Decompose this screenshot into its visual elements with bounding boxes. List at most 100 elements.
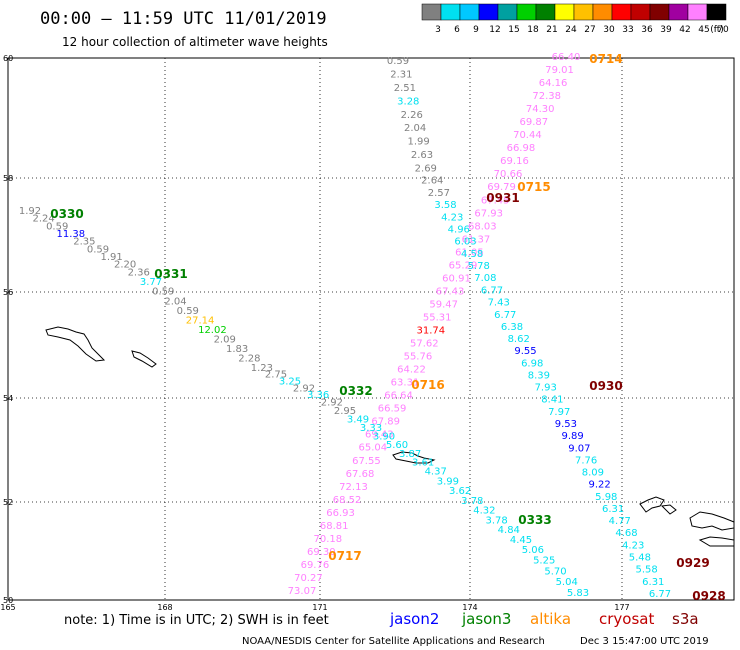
wave-height-value: 3.49 — [347, 415, 369, 426]
wave-height-value: 4.96 — [448, 225, 470, 236]
wave-height-value: 2.09 — [214, 335, 236, 346]
wave-height-value: 2.63 — [411, 150, 433, 161]
wave-height-value: 72.38 — [532, 91, 561, 102]
wave-height-value: 3.58 — [434, 200, 456, 211]
wave-height-value: 4.68 — [615, 528, 637, 539]
wave-height-value: 1.91 — [100, 252, 122, 263]
wave-height-value: 27.14 — [186, 315, 215, 326]
wave-height-value: 31.74 — [416, 326, 445, 337]
footer-timestamp: Dec 3 15:47:00 UTC 2019 — [580, 636, 709, 647]
wave-height-value: 5.78 — [468, 261, 490, 272]
wave-height-value: 61.05 — [455, 247, 484, 258]
wave-height-value: 4.23 — [441, 212, 463, 223]
legend-bin-label: 6 — [454, 25, 460, 35]
wave-height-value: 5.25 — [533, 556, 555, 567]
pass-time-label: 0333 — [518, 513, 551, 527]
wave-height-value: 12.02 — [198, 325, 227, 336]
legend-bin-label: 39 — [660, 25, 672, 35]
latitude-label: 56 — [3, 288, 13, 297]
wave-height-value: 74.30 — [526, 104, 555, 115]
satellite-name: jason3 — [461, 610, 511, 628]
wave-height-value: 9.53 — [555, 419, 577, 430]
wave-height-value: 5.60 — [386, 440, 408, 451]
wave-height-value: 3.77 — [140, 277, 162, 288]
wave-height-value: 3.28 — [397, 96, 419, 107]
legend-swatch — [630, 3, 651, 21]
wave-height-value: 2.92 — [293, 383, 315, 394]
legend-swatch — [497, 3, 518, 21]
wave-height-value: 65.04 — [358, 443, 387, 454]
wave-height-value: 2.92 — [321, 397, 343, 408]
map-frame — [7, 57, 735, 601]
island-north — [45, 326, 106, 362]
wave-height-value: 63.31 — [391, 378, 420, 389]
land-masses — [45, 326, 735, 547]
wave-height-value: 67.43 — [436, 286, 465, 297]
coast-east-3 — [689, 511, 735, 531]
wave-height-value: 65.29 — [449, 260, 478, 271]
longitude-label: 171 — [312, 603, 327, 612]
footer-note: note: 1) Time is in UTC; 2) SWH is in fe… — [64, 613, 329, 628]
wave-height-value: 3.99 — [437, 476, 459, 487]
wave-height-value: 72.13 — [339, 482, 368, 493]
legend-swatch — [478, 3, 499, 21]
wave-height-value: 59.47 — [429, 300, 458, 311]
legend-swatch — [592, 3, 613, 21]
wave-height-value: 69.79 — [487, 182, 516, 193]
legend-bin-label: 30 — [603, 25, 615, 35]
pass-time-label: 0715 — [517, 180, 550, 194]
wave-height-value: 0.59 — [87, 244, 109, 255]
wave-height-value: 5.04 — [556, 577, 578, 588]
legend-swatch — [687, 3, 708, 21]
legend-bin-label: 70 — [717, 25, 729, 35]
wave-height-value: 67.45 — [481, 195, 510, 206]
wave-height-value: 4.23 — [622, 540, 644, 551]
wave-height-value: 5.98 — [595, 492, 617, 503]
pass-time-label: 0714 — [589, 52, 622, 66]
wave-height-value: 5.06 — [522, 545, 544, 556]
wave-height-legend: 3 6 9 12 15 18 21 24 27 30 33 36 39 42 45 70(ft) — [421, 3, 729, 35]
wave-height-value: 0.59 — [152, 287, 174, 298]
wave-height-value: 70.27 — [294, 573, 323, 584]
wave-height-value: 67.68 — [346, 469, 375, 480]
satellite-name: cryosat — [599, 610, 654, 628]
legend-swatch — [516, 3, 537, 21]
longitude-label: 177 — [614, 603, 629, 612]
legend-bin-label: 21 — [546, 25, 557, 35]
wave-height-value: 7.08 — [474, 273, 496, 284]
pass-time-label: 0716 — [411, 378, 444, 392]
legend-swatch — [573, 3, 594, 21]
wave-height-value: 2.69 — [415, 164, 437, 175]
wave-height-value: 6.77 — [649, 589, 671, 600]
wave-height-value: 2.04 — [404, 123, 426, 134]
wave-height-value: 3.61 — [412, 457, 434, 468]
pass-time-label: 0332 — [339, 384, 372, 398]
wave-height-value: 2.04 — [164, 296, 186, 307]
wave-height-value: 2.51 — [394, 83, 416, 94]
wave-height-value: 3.78 — [485, 515, 507, 526]
pass-time-label: 0717 — [328, 549, 361, 563]
wave-height-value: 3.36 — [307, 390, 329, 401]
wave-height-value: 55.31 — [423, 313, 452, 324]
wave-height-value: 7.93 — [535, 383, 557, 394]
pass-time-label: 0330 — [50, 207, 83, 221]
legend-swatch — [611, 3, 632, 21]
legend-bin-label: 15 — [508, 25, 519, 35]
wave-height-value: 9.89 — [561, 431, 583, 442]
wave-height-value: 68.52 — [333, 495, 362, 506]
wave-height-value: 9.55 — [514, 346, 536, 357]
wave-height-value: 69.76 — [301, 560, 330, 571]
coast-east-4 — [698, 536, 735, 547]
wave-height-value: 1.83 — [226, 344, 248, 355]
graticule — [8, 58, 734, 600]
pass-time-label: 0929 — [676, 556, 709, 570]
legend-unit-label: (ft) — [710, 25, 724, 35]
legend-swatch — [535, 3, 556, 21]
wave-height-value: 66.98 — [507, 143, 536, 154]
wave-height-value: 70.66 — [494, 169, 523, 180]
wave-height-value: 6.31 — [602, 504, 624, 515]
wave-height-value: 66.40 — [552, 52, 581, 63]
wave-height-value: 7.43 — [488, 298, 510, 309]
